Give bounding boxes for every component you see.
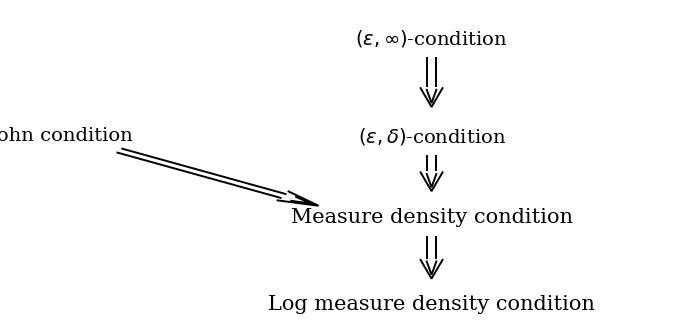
Text: Measure density condition: Measure density condition bbox=[290, 208, 573, 226]
Text: $(\epsilon, \infty)$-condition: $(\epsilon, \infty)$-condition bbox=[356, 29, 508, 49]
Text: John condition: John condition bbox=[0, 127, 134, 145]
Text: Log measure density condition: Log measure density condition bbox=[268, 295, 595, 314]
Text: $(\epsilon, \delta)$-condition: $(\epsilon, \delta)$-condition bbox=[358, 126, 506, 146]
